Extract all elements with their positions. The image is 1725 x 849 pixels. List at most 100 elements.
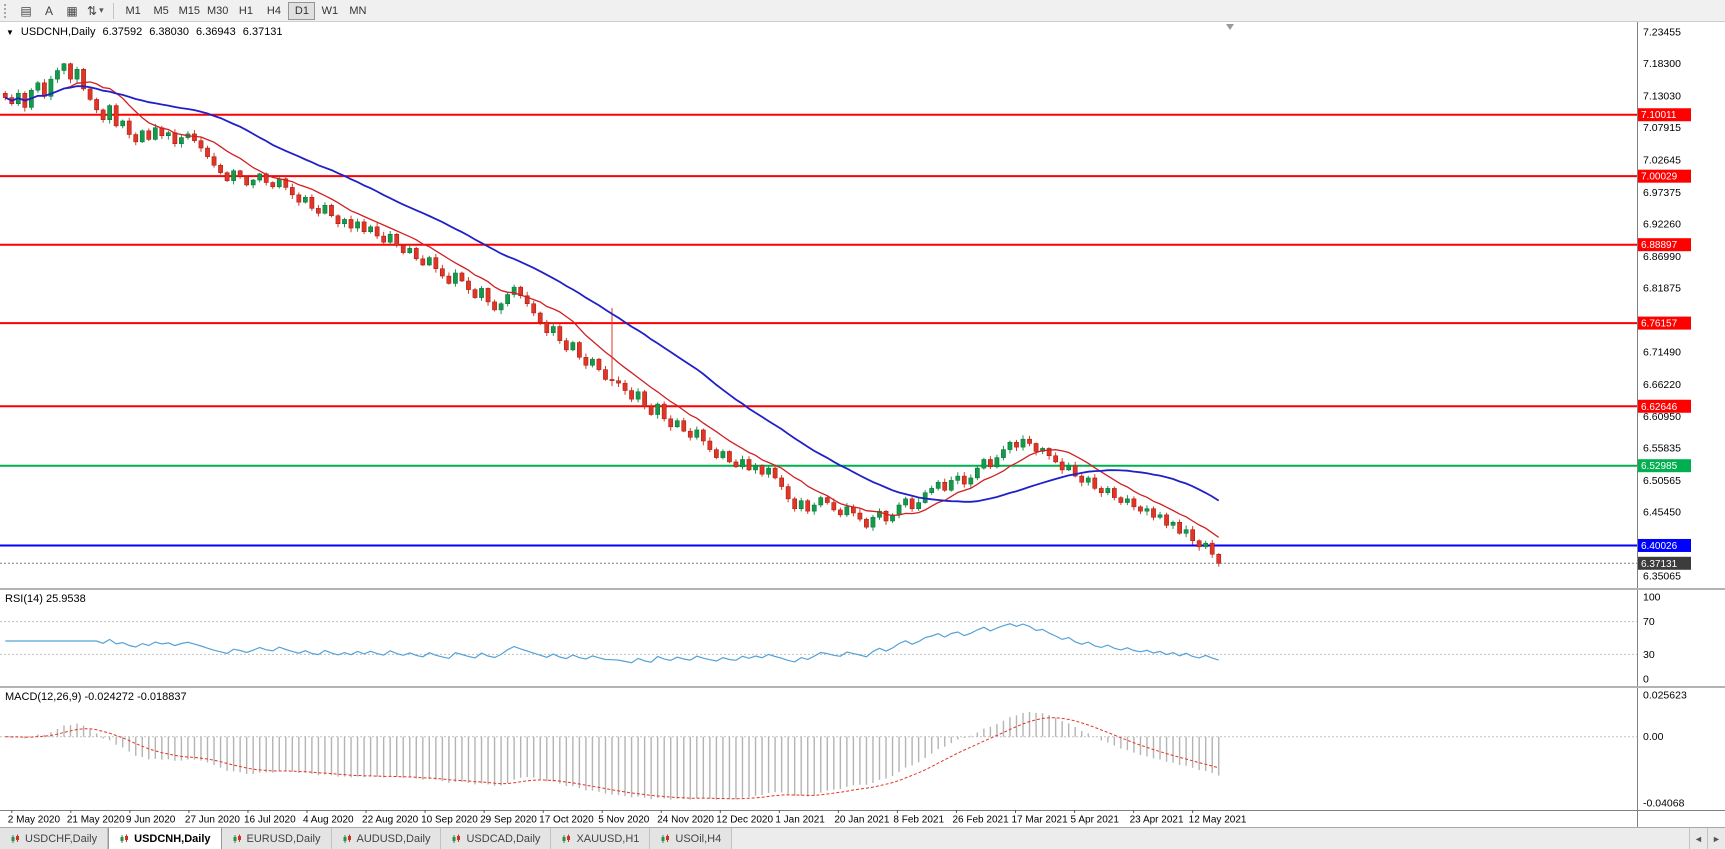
svg-text:24 Nov 2020: 24 Nov 2020 [657, 815, 714, 826]
timeframe-m1[interactable]: M1 [120, 2, 147, 20]
cycle-arrows-icon: ⇅ [87, 3, 98, 18]
ma-slow-line [4, 85, 1220, 503]
timeframe-mn[interactable]: MN [344, 2, 371, 20]
svg-text:21 May 2020: 21 May 2020 [67, 815, 125, 826]
tab-chart-icon [562, 834, 571, 843]
svg-text:6.66220: 6.66220 [1643, 379, 1681, 391]
grid-icon: ▦ [66, 3, 78, 18]
tabs-scroll-right-icon[interactable]: ► [1707, 828, 1725, 849]
timeframe-h4[interactable]: H4 [260, 2, 287, 20]
chart-tab-usdcad[interactable]: USDCAD,Daily [441, 828, 552, 849]
tab-label: USOil,H4 [675, 832, 722, 845]
timeframe-d1[interactable]: D1 [288, 1, 316, 20]
svg-text:27 Jun 2020: 27 Jun 2020 [185, 815, 240, 826]
svg-text:6.81875: 6.81875 [1643, 282, 1681, 294]
rsi-line [5, 623, 1219, 664]
chart-tab-usoil[interactable]: USOil,H4 [650, 828, 733, 849]
chart-tab-xauusd[interactable]: XAUUSD,H1 [551, 828, 651, 849]
tab-chart-icon [661, 834, 670, 843]
annotation-button[interactable]: A [38, 2, 60, 20]
panel-divider[interactable] [0, 588, 1725, 590]
svg-text:6.86990: 6.86990 [1643, 251, 1681, 263]
collapse-arrow-icon[interactable]: ▼ [6, 27, 14, 37]
svg-text:6.50565: 6.50565 [1643, 475, 1681, 487]
tabs-scroll-left-icon[interactable]: ◄ [1689, 828, 1707, 849]
svg-text:-0.04068: -0.04068 [1643, 798, 1685, 810]
rsi-panel[interactable]: 100 70 30 0 RSI(14) 25.9538 [0, 590, 1725, 686]
svg-text:6.92260: 6.92260 [1643, 218, 1681, 230]
tab-label: USDCNH,Daily [134, 832, 211, 845]
panel-divider[interactable] [0, 686, 1725, 688]
chart-tab-usdchf[interactable]: USDCHF,Daily [0, 828, 109, 849]
rsi-canvas[interactable]: 100 70 30 0 [0, 590, 1725, 686]
svg-text:7.00029: 7.00029 [1641, 172, 1678, 183]
tab-label: USDCAD,Daily [466, 832, 541, 845]
svg-text:6.62646: 6.62646 [1641, 402, 1678, 413]
svg-text:7.02645: 7.02645 [1643, 155, 1681, 167]
time-axis[interactable]: 2 May 2020 21 May 2020 9 Jun 2020 27 Jun 20… [0, 810, 1725, 827]
tab-chart-icon [233, 834, 241, 843]
timeframe-m15[interactable]: M15 [176, 2, 203, 20]
svg-text:22 Aug 2020: 22 Aug 2020 [362, 815, 419, 826]
timeframe-h1[interactable]: H1 [232, 2, 259, 20]
price-chart-panel[interactable]: 7.23455 7.18300 7.13030 7.07915 7.02645 6.973… [0, 22, 1725, 588]
timeframe-m30[interactable]: M30 [204, 2, 231, 20]
chart-tab-audusd[interactable]: AUDUSD,Daily [331, 828, 442, 849]
svg-text:6.37131: 6.37131 [1641, 559, 1678, 570]
svg-text:0: 0 [1643, 674, 1649, 686]
ma-fast-line [5, 81, 1220, 538]
tab-label: USDCHF,Daily [25, 832, 98, 845]
chart-shift-marker [1226, 24, 1234, 30]
support-resistance-lines[interactable] [0, 113, 1637, 547]
chart-tab-eurusd[interactable]: EURUSD,Daily [221, 828, 332, 849]
cursor-mode-dropdown[interactable]: ⇅ ▾ [84, 2, 107, 20]
tab-chart-icon [452, 834, 461, 843]
svg-text:5 Apr 2021: 5 Apr 2021 [1071, 815, 1120, 826]
dropdown-caret-icon: ▾ [99, 5, 104, 15]
chart-tabs-bar: USDCHF,Daily USDCNH,Daily EURUSD,Daily A… [0, 827, 1725, 849]
svg-text:100: 100 [1643, 592, 1661, 604]
macd-canvas[interactable]: 0.025623 0.00 -0.04068 [0, 688, 1725, 810]
price-chart-canvas[interactable]: 7.23455 7.18300 7.13030 7.07915 7.02645 6.973… [0, 22, 1725, 588]
price-badge [1638, 556, 1691, 570]
svg-text:6.71490: 6.71490 [1643, 346, 1681, 358]
chart-list-icon[interactable]: ▤ [15, 2, 37, 20]
tab-chart-icon [343, 834, 351, 843]
svg-text:5 Nov 2020: 5 Nov 2020 [598, 815, 650, 826]
svg-text:4 Aug 2020: 4 Aug 2020 [303, 815, 354, 826]
timeframe-m5[interactable]: M5 [148, 2, 175, 20]
svg-text:6.60950: 6.60950 [1643, 411, 1681, 423]
toolbar-separator [112, 2, 114, 19]
svg-text:23 Apr 2021: 23 Apr 2021 [1130, 815, 1184, 826]
timeframe-w1[interactable]: W1 [316, 2, 343, 20]
top-toolbar: ▤ A ▦ ⇅ ▾ M1 M5 M15 M30 H1 H4 D1 W1 MN [0, 0, 1725, 22]
svg-text:1 Jan 2021: 1 Jan 2021 [775, 815, 825, 826]
price-badge [1638, 238, 1691, 252]
time-axis-labels: 2 May 2020 21 May 2020 9 Jun 2020 27 Jun 20… [8, 810, 1247, 826]
svg-text:6.55835: 6.55835 [1643, 443, 1681, 455]
price-badge [1638, 538, 1691, 552]
candlestick-series[interactable] [2, 62, 1222, 567]
svg-text:6.52985: 6.52985 [1641, 461, 1678, 472]
macd-panel[interactable]: 0.025623 0.00 -0.04068 MACD(12,26,9) -0.02… [0, 688, 1725, 810]
svg-text:29 Sep 2020: 29 Sep 2020 [480, 815, 537, 826]
price-badge [1638, 169, 1691, 183]
macd-signal-line [5, 717, 1219, 800]
price-badge [1638, 459, 1691, 473]
svg-text:6.76157: 6.76157 [1641, 319, 1678, 330]
chart-tab-usdcnh[interactable]: USDCNH,Daily [108, 828, 222, 849]
svg-text:7.23455: 7.23455 [1643, 27, 1681, 39]
svg-text:6.40026: 6.40026 [1641, 541, 1678, 552]
toolbar-grip[interactable] [4, 3, 10, 18]
tab-label: EURUSD,Daily [246, 832, 321, 845]
svg-text:7.18300: 7.18300 [1643, 58, 1681, 70]
svg-text:30: 30 [1643, 649, 1655, 661]
price-badge [1638, 399, 1691, 413]
svg-text:10 Sep 2020: 10 Sep 2020 [421, 815, 478, 826]
svg-text:17 Oct 2020: 17 Oct 2020 [539, 815, 594, 826]
grid-toggle-button[interactable]: ▦ [61, 2, 83, 20]
tabbar-spacer [732, 828, 1689, 849]
tab-label: XAUUSD,H1 [576, 832, 640, 845]
svg-text:6.35065: 6.35065 [1643, 571, 1681, 583]
